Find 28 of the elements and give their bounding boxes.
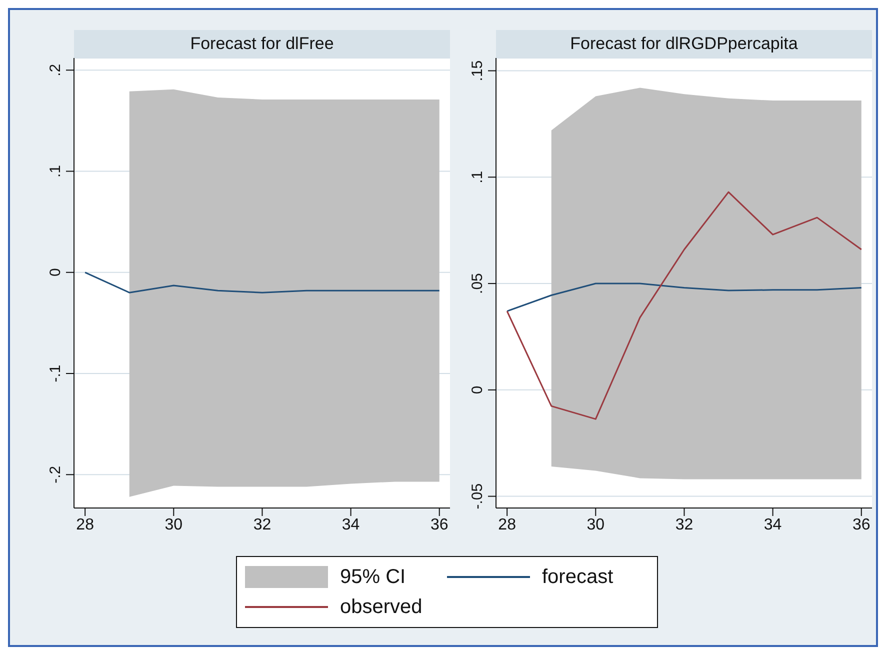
x-tick-label: 30 <box>164 516 183 534</box>
line-series <box>506 191 862 420</box>
y-tick-label: .1 <box>469 170 486 184</box>
legend-label: observed <box>340 596 422 618</box>
x-tick-label: 28 <box>498 516 516 534</box>
y-tick-label: 0 <box>469 386 486 394</box>
text: 95% CI <box>340 566 406 588</box>
chart-title: Forecast for dlFree <box>74 30 450 58</box>
x-tick-label: 32 <box>253 516 272 534</box>
y-tick-label: -.05 <box>469 483 486 510</box>
x-tick-label: 32 <box>675 516 694 534</box>
x-tick-label: 34 <box>342 516 360 534</box>
x-tick-label: 28 <box>76 516 94 534</box>
y-tick-label: 0 <box>47 268 64 277</box>
line-series <box>84 272 440 294</box>
y-tick-label: .15 <box>469 60 486 82</box>
chart-title: Forecast for dlRGDPpercapita <box>496 30 872 58</box>
x-tick-label: 30 <box>586 516 605 534</box>
y-tick-label: -.2 <box>47 466 64 484</box>
y-tick-label: .1 <box>47 165 64 178</box>
y-tick-label: .05 <box>469 273 486 294</box>
x-tick-label: 36 <box>430 516 448 534</box>
legend-label: forecast <box>542 566 614 588</box>
line-series <box>506 282 862 312</box>
x-tick-label: 36 <box>852 516 870 534</box>
y-tick-label: .2 <box>47 64 64 76</box>
x-tick-label: 34 <box>764 516 782 534</box>
y-tick-label: -.1 <box>47 364 64 382</box>
